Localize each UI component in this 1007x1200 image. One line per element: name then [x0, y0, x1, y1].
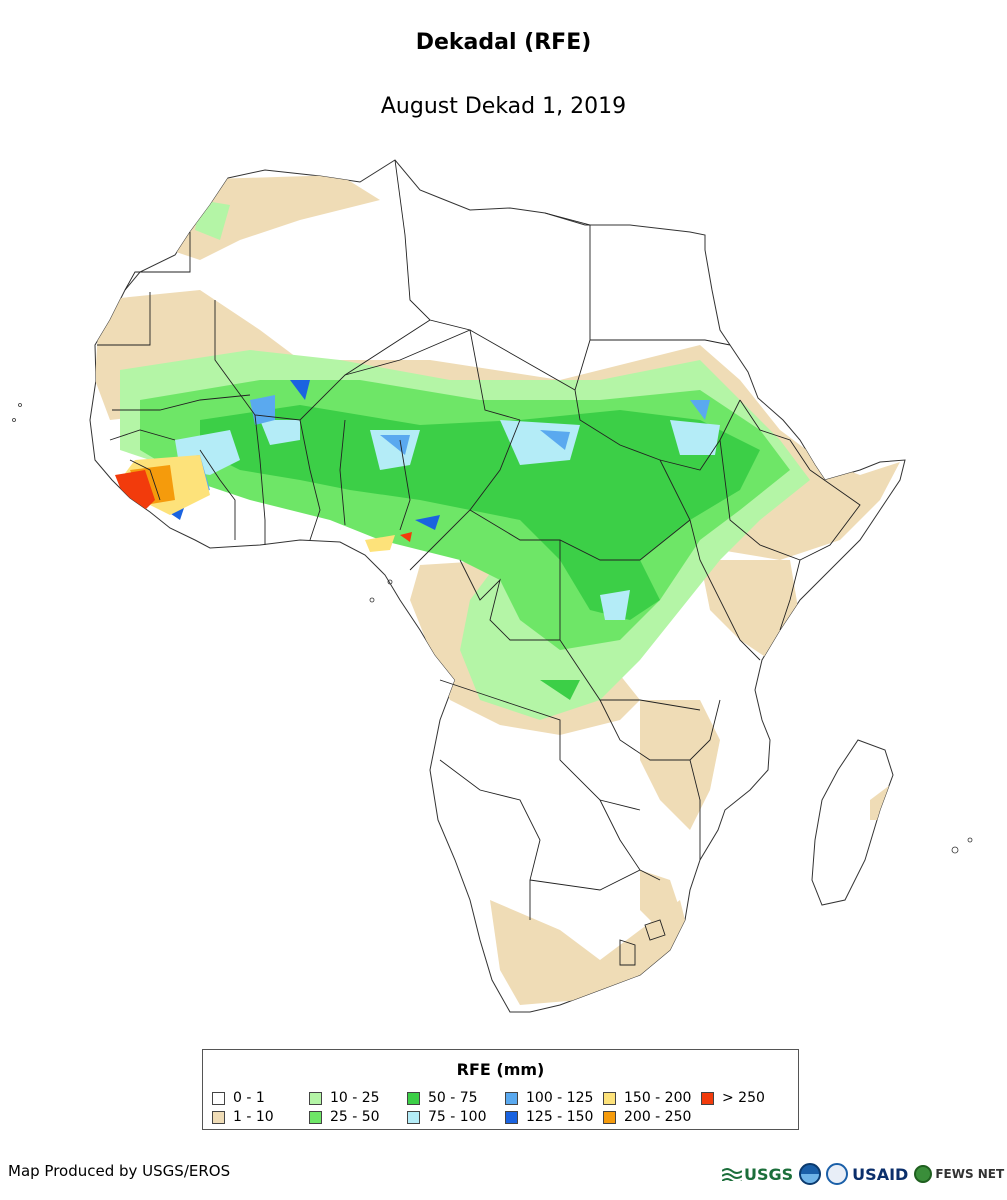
legend-swatch [212, 1110, 225, 1124]
legend-swatch [407, 1091, 420, 1105]
legend-label: 50 - 75 [428, 1090, 478, 1106]
legend-item: > 250 [701, 1090, 765, 1106]
seal-logo [826, 1163, 849, 1185]
legend-swatch [701, 1091, 714, 1105]
usgs-logo-text: USGS [744, 1164, 794, 1184]
legend-label: > 250 [722, 1090, 765, 1106]
legend-swatch [309, 1110, 322, 1124]
legend-label: 100 - 125 [526, 1090, 594, 1106]
legend: RFE (mm) 0 - 1 1 - 10 10 - 25 25 - 50 50… [202, 1049, 799, 1130]
legend-item: 100 - 125 [505, 1090, 593, 1106]
legend-label: 200 - 250 [624, 1109, 692, 1125]
legend-item: 75 - 100 [407, 1109, 487, 1125]
usaid-logo: USAID [852, 1164, 909, 1184]
legend-label: 0 - 1 [233, 1090, 265, 1106]
legend-label: 125 - 150 [526, 1109, 594, 1125]
legend-label: 75 - 100 [428, 1109, 487, 1125]
legend-item: 25 - 50 [309, 1109, 380, 1125]
legend-swatch [603, 1110, 616, 1124]
legend-swatch [505, 1091, 518, 1105]
legend-item: 200 - 250 [603, 1109, 691, 1125]
legend-swatch [505, 1110, 518, 1124]
legend-swatch [309, 1091, 322, 1105]
legend-item: 50 - 75 [407, 1090, 478, 1106]
legend-item: 0 - 1 [212, 1090, 265, 1106]
africa-rainfall-map [12, 159, 973, 1013]
partner-logos: USGS USAID FEWS NET [722, 1156, 1004, 1192]
map-title: Dekadal (RFE) [415, 30, 592, 55]
legend-label: 150 - 200 [624, 1090, 692, 1106]
legend-label: 25 - 50 [330, 1109, 380, 1125]
legend-item: 125 - 150 [505, 1109, 593, 1125]
fews-net-logo: FEWS NET [914, 1165, 1004, 1183]
legend-item: 150 - 200 [603, 1090, 691, 1106]
legend-title: RFE (mm) [456, 1060, 545, 1079]
legend-swatch [407, 1110, 420, 1124]
legend-label: 10 - 25 [330, 1090, 380, 1106]
legend-swatch [212, 1091, 225, 1105]
map-subtitle: August Dekad 1, 2019 [380, 94, 627, 119]
usgs-wave-icon [722, 1168, 742, 1181]
legend-item: 10 - 25 [309, 1090, 380, 1106]
globe-icon [914, 1165, 933, 1183]
usgs-logo: USGS [722, 1165, 793, 1184]
map-credit: Map Produced by USGS/EROS [8, 1162, 231, 1180]
fews-net-logo-text: FEWS NET [935, 1167, 1005, 1181]
noaa-logo [799, 1163, 822, 1185]
legend-swatch [603, 1091, 616, 1105]
legend-label: 1 - 10 [233, 1109, 274, 1125]
legend-item: 1 - 10 [212, 1109, 274, 1125]
